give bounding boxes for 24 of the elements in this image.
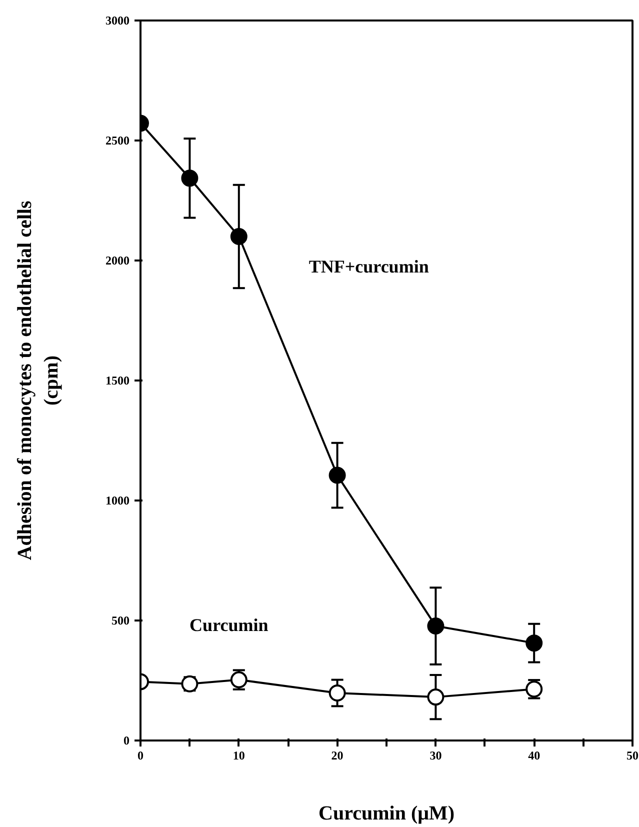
y-axis-title: Adhesion of monocytes to endothelial cells (cpm) [14,200,62,560]
y-tick-label: 500 [112,614,130,628]
point [427,688,444,706]
y-tick-label: 3000 [106,14,130,28]
point [526,634,543,652]
y-tick-label: 2000 [106,254,130,268]
x-tick-label: 20 [331,748,344,762]
point [230,228,248,245]
x-axis-title: Curcumin (μM) [318,802,454,824]
y-tick-label: 1500 [106,374,130,388]
x-tick-label: 30 [430,748,442,762]
y-tick-label: 1000 [106,494,130,508]
y-tick-label: 2500 [106,134,130,148]
text: Curcumin [190,614,268,635]
point [328,684,346,702]
x-tick-label: 10 [232,748,245,762]
text: TNF+curcumin [308,256,429,276]
point [328,466,346,484]
x-tick-label: 50 [626,748,638,762]
point [181,170,198,187]
x-tick-label: 40 [528,748,540,762]
point [427,618,444,635]
y-tick-label: 0 [124,734,130,748]
x-tick-label: 0 [138,748,144,762]
